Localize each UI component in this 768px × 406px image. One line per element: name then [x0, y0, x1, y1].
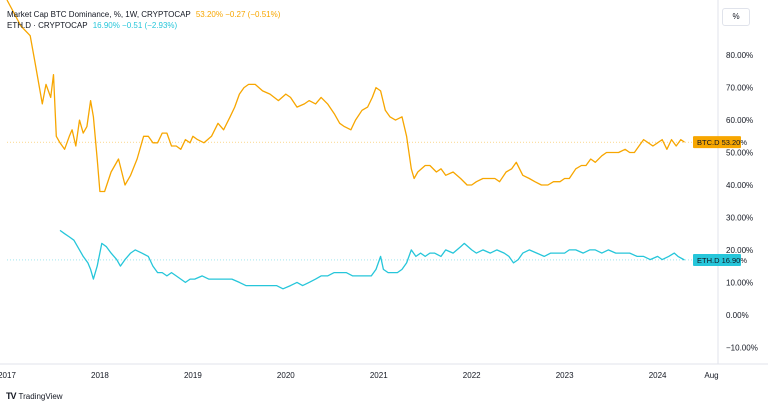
eth-legend-change: 16.90% −0.51 (−2.93%)	[92, 21, 178, 30]
x-tick-label: 2021	[370, 371, 388, 380]
eth-legend-label: ETH.D · CRYPTOCAP	[7, 21, 88, 30]
x-tick-label: 2017	[0, 371, 16, 380]
series-line-btc-d	[6, 0, 685, 193]
btc-legend-change: 53.20% −0.27 (−0.51%)	[195, 10, 281, 19]
tradingview-logo-icon: TV	[6, 391, 16, 401]
y-tick-label: 20.00%	[726, 246, 753, 255]
attribution-label: TradingView	[18, 391, 63, 401]
series-value-tag	[693, 253, 741, 266]
y-tick-label: 80.00%	[726, 51, 753, 60]
y-tick-label: 10.00%	[726, 278, 753, 287]
y-tick-label: 0.00%	[726, 311, 749, 320]
series-value-tag-label: BTC.D 53.20%	[697, 138, 747, 147]
series-line-eth-d	[59, 229, 685, 290]
x-tick-label: 2020	[277, 371, 295, 380]
series-value-tag	[693, 136, 741, 149]
x-tick-label: 2024	[649, 371, 667, 380]
x-tick-label: 2019	[184, 371, 202, 380]
y-tick-label: 60.00%	[726, 116, 753, 125]
btc-legend-label: Market Cap BTC Dominance, %, 1W, CRYPTOC…	[7, 10, 191, 19]
percent-scale-button[interactable]: %	[722, 8, 750, 26]
eth-legend: ETH.D · CRYPTOCAP 16.90% −0.51 (−2.93%)	[7, 21, 177, 30]
series-value-tag-label: ETH.D 16.90%	[697, 256, 747, 265]
y-tick-label: 30.00%	[726, 213, 753, 222]
btc-legend: Market Cap BTC Dominance, %, 1W, CRYPTOC…	[7, 10, 280, 19]
y-tick-label: −10.00%	[726, 343, 758, 352]
x-tick-label: 2018	[91, 371, 109, 380]
y-tick-label: 40.00%	[726, 181, 753, 190]
y-tick-label: 50.00%	[726, 149, 753, 158]
x-tick-label: 2022	[463, 371, 481, 380]
attribution[interactable]: TV TradingView	[6, 391, 63, 401]
x-tick-label: Aug	[704, 371, 718, 380]
y-tick-label: 70.00%	[726, 84, 753, 93]
x-tick-label: 2023	[556, 371, 574, 380]
